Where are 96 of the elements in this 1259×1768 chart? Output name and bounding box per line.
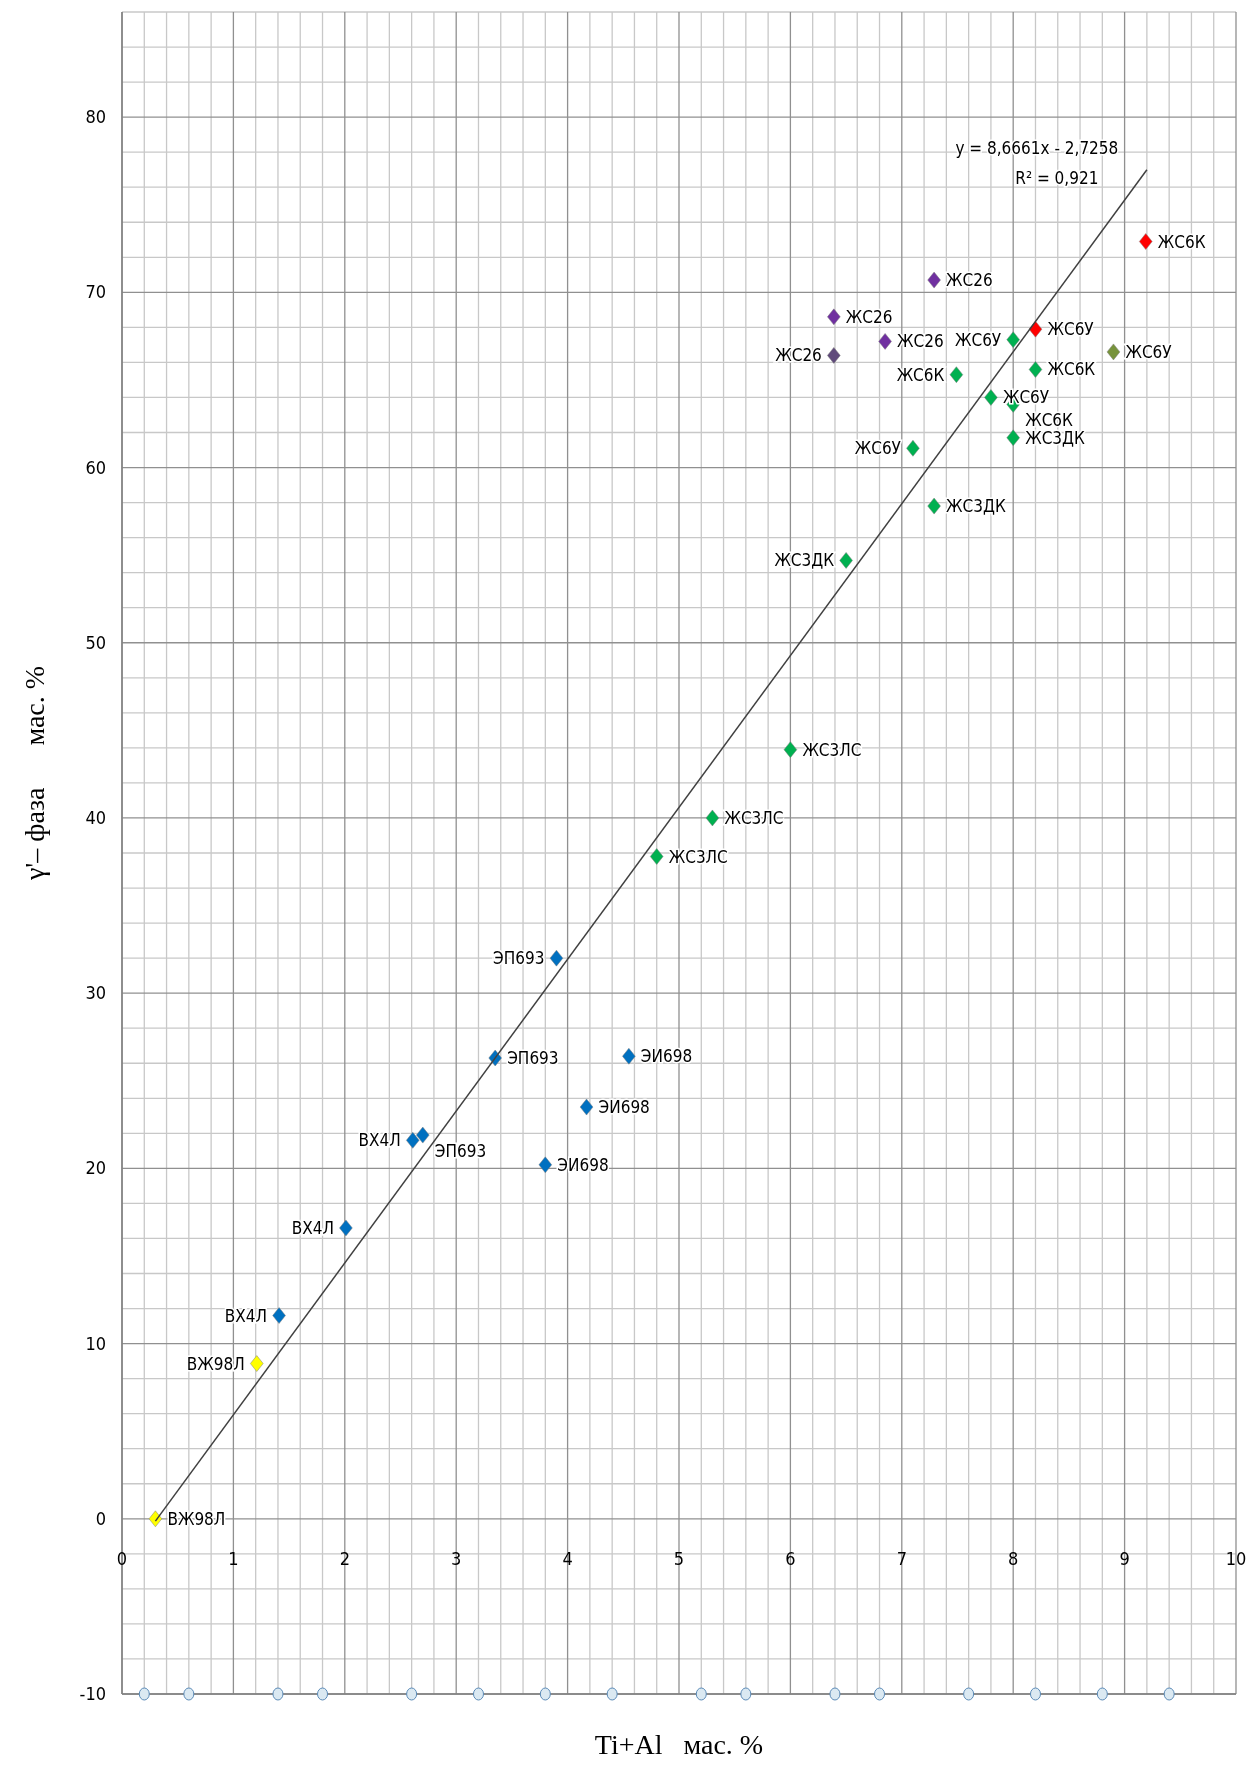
point	[839, 552, 853, 569]
point	[579, 1098, 594, 1116]
point	[272, 1307, 286, 1324]
y-axis-title: γ'– фаза мас. %	[19, 665, 50, 882]
x-tick-label: 6	[785, 1547, 796, 1569]
x-tick-label: 2	[339, 1547, 350, 1569]
point	[783, 741, 798, 758]
annotation: ЖС6У	[1047, 319, 1095, 340]
point	[829, 1687, 841, 1701]
annotation: ЖС6К	[896, 364, 945, 385]
y-tick-label: 50	[85, 631, 106, 653]
point	[138, 1687, 150, 1701]
annotation: ЖС3ДК	[774, 550, 835, 571]
point	[827, 308, 841, 326]
x-tick-label: 5	[673, 1547, 685, 1569]
point	[622, 1047, 636, 1065]
annotation: y = 8,6661x - 2,7258	[955, 137, 1119, 158]
point	[1106, 343, 1121, 361]
point	[1163, 1687, 1175, 1701]
x-tick-label: 0	[116, 1547, 128, 1569]
y-tick-label: 20	[85, 1157, 106, 1179]
y-tick-label: 80	[85, 106, 106, 128]
point	[549, 949, 564, 967]
point	[1029, 1687, 1041, 1701]
point	[472, 1687, 484, 1701]
x-tick-label: 4	[562, 1547, 573, 1569]
point	[927, 271, 941, 289]
point	[740, 1687, 752, 1701]
point	[406, 1687, 418, 1701]
point	[1139, 233, 1153, 250]
annotation: ЭП693	[493, 948, 545, 969]
y-tick-label: 40	[85, 806, 106, 828]
point	[1096, 1687, 1108, 1701]
point	[1006, 331, 1020, 348]
x-tick-label: 1	[228, 1547, 239, 1569]
x-tick-label: 3	[451, 1547, 462, 1569]
annotation: ЖС6К	[1157, 231, 1206, 252]
y-tick-label: 60	[85, 456, 106, 478]
point	[606, 1687, 618, 1701]
point	[272, 1687, 284, 1701]
y-tick-label: 30	[85, 982, 106, 1004]
annotation: ЭИ698	[640, 1046, 693, 1067]
annotation: ЖС3ЛС	[668, 846, 728, 867]
annotation: ЖС26	[845, 306, 893, 327]
point	[250, 1355, 264, 1372]
point	[984, 389, 998, 406]
annotation: ЖС26	[897, 331, 944, 352]
point	[539, 1687, 551, 1701]
annotation: ВЖ98Л	[186, 1353, 245, 1374]
annotation: ВХ4Л	[291, 1217, 334, 1238]
annotation: ЖС3ЛС	[724, 807, 784, 828]
point	[406, 1132, 420, 1149]
annotation: ВЖ98Л	[167, 1508, 226, 1529]
point	[927, 497, 941, 515]
annotation: ЖС6У	[1125, 341, 1173, 362]
point	[874, 1687, 886, 1701]
y-tick-label: -10	[79, 1683, 106, 1704]
point	[650, 848, 664, 865]
point	[339, 1219, 353, 1237]
annotation: ЖС6У	[954, 329, 1002, 350]
point	[906, 440, 920, 457]
annotation: ЖС6К	[1047, 359, 1096, 380]
x-tick-label: 8	[1008, 1547, 1019, 1569]
point	[949, 366, 964, 383]
annotation: ЭИ698	[557, 1154, 609, 1175]
annotation: ЖС26	[775, 345, 822, 366]
point	[416, 1126, 430, 1144]
x-axis-title: Ti+Al мас. %	[594, 1729, 764, 1760]
point	[317, 1687, 329, 1701]
annotation: ЭП693	[507, 1047, 559, 1068]
point	[183, 1687, 195, 1701]
annotation: R² = 0,921	[1015, 167, 1099, 188]
annotation: ЖС3ЛС	[802, 739, 862, 760]
x-tick-label: 10	[1225, 1547, 1247, 1569]
point	[1028, 361, 1043, 378]
annotation: ВХ4Л	[358, 1130, 401, 1151]
annotation: ЖС26	[946, 270, 993, 291]
y-tick-label: 0	[95, 1507, 106, 1529]
point	[148, 1510, 163, 1528]
annotation: ЖС6У	[1002, 387, 1050, 408]
annotation: ЭИ698	[598, 1097, 650, 1118]
x-tick-label: 7	[896, 1547, 907, 1569]
point	[827, 347, 841, 364]
annotation: ЭП693	[434, 1141, 487, 1162]
point	[538, 1156, 552, 1174]
point	[695, 1687, 707, 1701]
annotation: ЖС6У	[854, 438, 902, 459]
point	[878, 333, 892, 350]
x-tick-label: 9	[1119, 1547, 1130, 1569]
point	[705, 809, 720, 827]
point	[963, 1687, 975, 1701]
point	[1006, 429, 1020, 447]
annotation: ЖС3ДК	[946, 496, 1006, 517]
y-tick-label: 70	[85, 281, 106, 303]
annotation: ВХ4Л	[224, 1305, 268, 1326]
y-tick-label: 10	[85, 1332, 106, 1354]
